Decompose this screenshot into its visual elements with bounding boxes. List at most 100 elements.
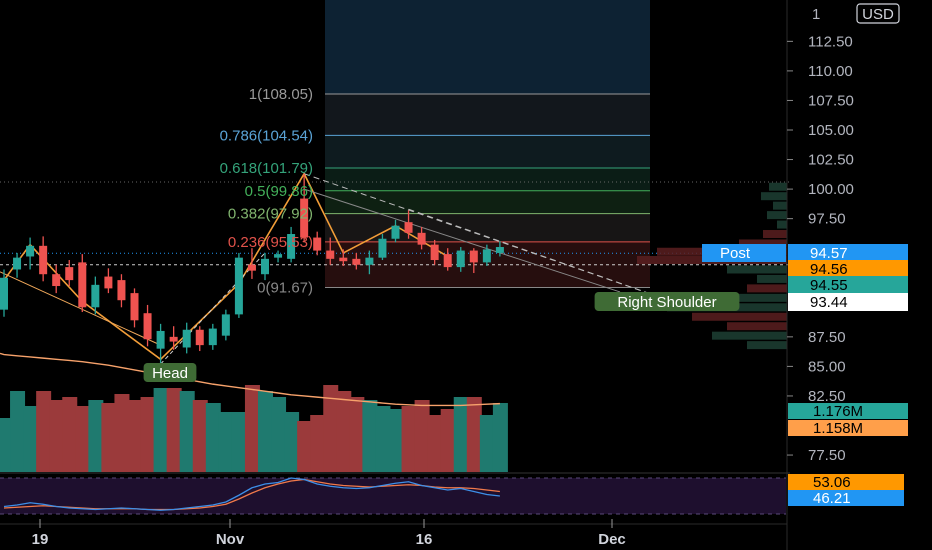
rsi-signal-line	[3, 478, 500, 511]
volume-tag-value: 1.158M	[813, 420, 863, 437]
time-tick-label: 19	[32, 531, 49, 548]
volume-bar	[0, 418, 12, 472]
currency-button-label: USD	[862, 6, 894, 23]
candle-body	[313, 237, 322, 251]
volume-bar	[440, 409, 456, 472]
price-tick-label: 107.50	[808, 92, 854, 109]
volume-bar	[258, 391, 273, 472]
volume-bar	[10, 391, 26, 472]
price-tick-label: 102.50	[808, 152, 854, 169]
top-partial-tick: 1	[812, 6, 820, 23]
volume-bar	[88, 400, 104, 472]
volume-profile-bar	[757, 274, 787, 283]
candle-body	[443, 254, 452, 268]
volume-profile-bar	[747, 284, 787, 293]
volume-profile-bar	[747, 341, 787, 350]
candle-body	[156, 330, 165, 349]
volume-profile-bar	[773, 201, 787, 210]
price-tick-label: 77.50	[808, 447, 846, 464]
volume-bar	[127, 400, 143, 472]
fib-level-label: 0.786(104.54)	[220, 127, 313, 144]
volume-profile-bar	[717, 293, 787, 302]
annotation-label-bg	[143, 363, 197, 382]
volume-bar	[205, 403, 221, 472]
volume-bar	[362, 400, 378, 472]
candle-body	[300, 198, 309, 238]
volume-profile-bar	[727, 322, 787, 331]
candle-body	[495, 247, 504, 253]
candle-body	[287, 234, 296, 259]
candle-body	[39, 245, 48, 275]
dashed-trend-line	[408, 208, 656, 296]
volume-bar	[140, 397, 156, 472]
fib-zone-band	[325, 167, 650, 191]
candle-body	[430, 244, 439, 261]
dashed-trend-line	[303, 173, 656, 296]
fib-level-label: 0.382(97.92)	[228, 206, 313, 223]
currency-button[interactable]: USD	[856, 3, 900, 24]
time-tick-label: 16	[416, 531, 433, 548]
price-tick-label: 112.50	[808, 33, 853, 50]
rsi-pane	[0, 472, 790, 515]
price-tag-value: 93.44	[810, 294, 848, 311]
price-tick-label: 85.00	[808, 358, 846, 375]
volume-bar	[427, 415, 443, 472]
rsi-tag-bg	[788, 474, 904, 490]
candle-body	[13, 257, 22, 270]
fibonacci-zone	[325, 0, 650, 289]
volume-bar	[401, 406, 417, 472]
price-tag-value: 94.55	[810, 277, 848, 294]
volume-bar	[271, 397, 287, 472]
time-axis[interactable]: 19 Nov 16 Dec	[0, 519, 787, 548]
volume-bar	[23, 406, 39, 472]
pattern-annotations: Head Right Shoulder	[143, 292, 740, 382]
candle-body	[78, 262, 87, 308]
fib-level-label: 0.618(101.79)	[220, 160, 313, 177]
annotation-label: Right Shoulder	[617, 294, 716, 311]
price-axis[interactable]: 112.50 110.00 107.50 105.00 102.50 100.00 97.5…	[786, 0, 854, 550]
volume-bar	[49, 400, 65, 472]
price-tick-label: 87.50	[808, 329, 846, 346]
time-tick-label: Dec	[598, 531, 626, 548]
candle-body	[104, 276, 113, 289]
candle-body	[378, 238, 387, 258]
price-tag-name: Post	[720, 245, 751, 262]
candle-body	[169, 336, 178, 342]
volume-bar	[179, 391, 195, 472]
fib-zone-band	[325, 135, 650, 168]
candle-body	[365, 257, 374, 265]
candle-body	[326, 250, 335, 259]
price-tick-label: 105.00	[808, 122, 854, 139]
price-tick-label: 110.00	[808, 63, 853, 80]
fib-zone-band	[325, 93, 650, 136]
price-tag-bg	[788, 244, 908, 262]
fib-level-label: 0.236(95.53)	[228, 234, 313, 251]
candle-body	[234, 257, 243, 315]
volume-bar	[244, 385, 260, 472]
volume-bar	[336, 391, 352, 472]
fib-extension-area	[325, 0, 650, 94]
candle-body	[52, 274, 61, 287]
annotation-label: Head	[152, 365, 188, 382]
price-tag-bg	[788, 293, 908, 311]
fib-zone-band	[325, 190, 650, 214]
volume-bar	[218, 412, 234, 472]
volume-tag-bg	[788, 403, 908, 419]
annotation-label-bg	[594, 292, 740, 311]
price-tag-name-bg	[702, 244, 786, 262]
fib-level-label: 0(91.67)	[257, 280, 313, 297]
time-tick-label: Nov	[216, 531, 245, 548]
candle-body	[26, 245, 35, 257]
volume-bar	[310, 415, 326, 472]
candle-body	[208, 328, 217, 346]
price-tag-bg	[788, 276, 908, 294]
candle-body	[130, 293, 139, 321]
candle-body	[391, 225, 400, 239]
volume-profile-bar	[727, 265, 787, 274]
volume-bar	[466, 397, 482, 472]
candle-body	[91, 284, 100, 308]
candle-body	[0, 277, 8, 310]
volume-profile-bar	[767, 211, 787, 220]
